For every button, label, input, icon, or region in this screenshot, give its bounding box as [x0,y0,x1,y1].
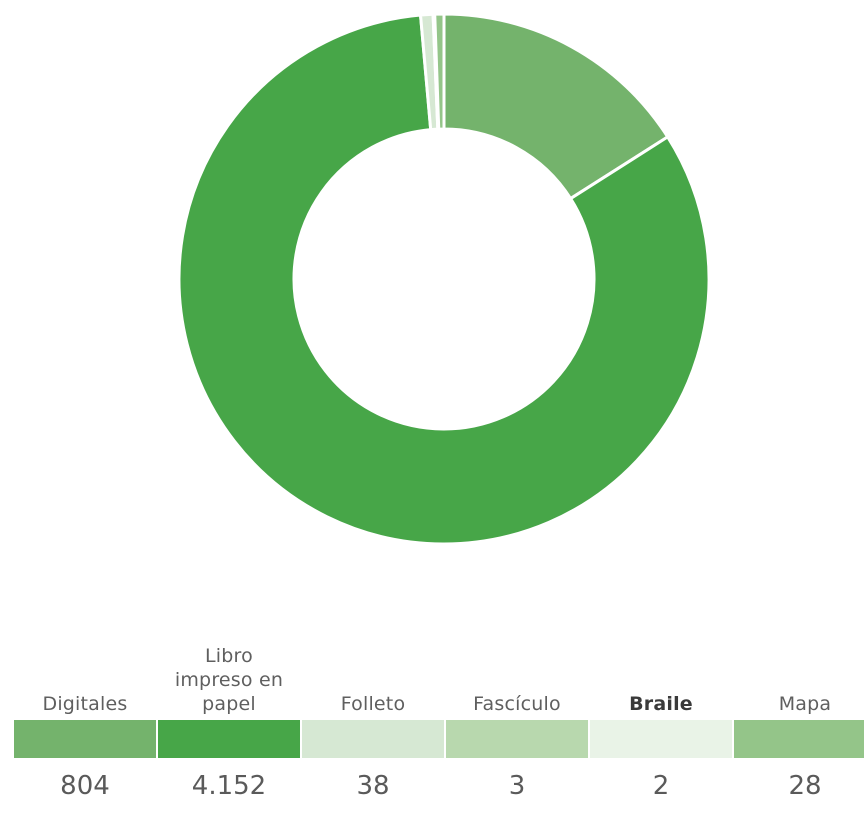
legend-label: Mapa [778,693,832,715]
legend-label: Fascículo [473,693,561,715]
legend-swatch [302,720,444,758]
legend-label: Braile [629,693,693,715]
legend-swatch [158,720,300,758]
legend-value: 804 [60,771,110,801]
legend-swatch [446,720,588,758]
donut-slice-0 [442,12,670,201]
donut-slice-5 [433,12,446,131]
legend-item: Braile 2 [590,0,732,813]
legend-label: Folleto [340,693,406,715]
legend-swatch [590,720,732,758]
legend-item: Digitales 804 [14,0,156,813]
legend-swatch [14,720,156,758]
legend-label: Digitales [42,693,128,715]
legend-item: Mapa 28 [734,0,864,813]
legend-value: 38 [356,771,390,801]
legend-swatch [734,720,864,758]
legend-value: 2 [652,771,670,801]
legend-label: Libro impreso en papel [174,645,284,715]
legend-value: 28 [788,771,822,801]
legend-item: Fascículo 3 [446,0,588,813]
donut-slice-1 [177,13,711,546]
legend-value: 3 [508,771,526,801]
legend-value: 4.152 [191,771,267,801]
donut-chart [177,12,711,546]
legend-item: Libro impreso en papel 4.152 [158,0,300,813]
legend-item: Folleto 38 [302,0,444,813]
